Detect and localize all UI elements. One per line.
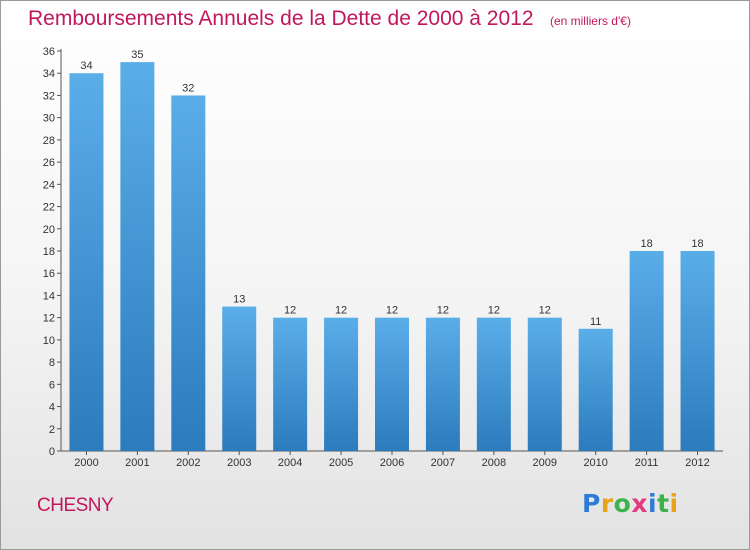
x-tick-label: 2004: [278, 457, 302, 469]
y-tick-label: 4: [49, 402, 55, 414]
y-tick-label: 6: [49, 379, 55, 391]
chart-unit: (en milliers d'€): [549, 14, 631, 28]
y-tick-label: 18: [43, 246, 55, 258]
bar-value-label: 12: [539, 305, 551, 317]
y-tick-label: 12: [43, 313, 55, 325]
logo-letter: x: [631, 489, 648, 518]
y-tick-label: 10: [43, 335, 55, 347]
x-tick-label: 2005: [329, 457, 353, 469]
bar-2008: [476, 317, 511, 451]
x-tick-label: 2011: [635, 457, 659, 469]
logo-letter: t: [657, 489, 670, 518]
proxiti-logo[interactable]: Proxiti: [582, 489, 679, 518]
y-tick-label: 36: [43, 46, 55, 58]
bar-value-label: 18: [640, 238, 652, 250]
y-tick-label: 2: [49, 424, 55, 436]
logo-letter: P: [582, 489, 601, 518]
bar-value-label: 18: [691, 238, 703, 250]
x-tick-label: 2012: [685, 457, 709, 469]
bar-2010: [578, 328, 613, 451]
y-tick-label: 20: [43, 224, 55, 236]
y-tick-label: 0: [49, 446, 55, 458]
y-tick-label: 16: [43, 268, 55, 280]
bar-2009: [527, 317, 562, 451]
bar-2011: [629, 251, 664, 451]
bar-2007: [425, 317, 460, 451]
x-tick-label: 2008: [482, 457, 506, 469]
chart-title-block: Remboursements Annuels de la Dette de 20…: [28, 7, 631, 31]
bar-2001: [120, 62, 155, 451]
bar-2006: [375, 317, 409, 451]
bar-value-label: 12: [335, 305, 347, 317]
bar-value-label: 12: [437, 305, 449, 317]
bar-value-label: 12: [386, 305, 398, 317]
bar-value-label: 35: [131, 49, 143, 61]
y-tick-label: 28: [43, 135, 55, 147]
bar-value-label: 32: [182, 82, 194, 94]
logo-letter: r: [600, 489, 614, 518]
bar-value-label: 12: [488, 305, 500, 317]
y-tick-label: 32: [43, 90, 55, 102]
y-tick-label: 30: [43, 113, 55, 125]
y-tick-label: 26: [43, 157, 55, 169]
bar-value-label: 13: [233, 294, 245, 306]
y-tick-label: 24: [43, 179, 55, 191]
bar-2012: [680, 251, 715, 451]
bar-2000: [69, 73, 104, 451]
bars-group: 34 35 32 13 12 12 12 12 12 12 11 18 18: [69, 49, 715, 451]
bar-2004: [273, 317, 308, 451]
x-tick-label: 2007: [431, 457, 455, 469]
x-tick-label: 2009: [533, 457, 557, 469]
x-tick-label: 2003: [227, 457, 251, 469]
bar-value-label: 11: [590, 316, 601, 328]
logo-letter: i: [648, 489, 658, 518]
y-tick-label: 22: [43, 202, 55, 214]
y-tick-label: 8: [49, 357, 55, 369]
y-tick-label: 14: [43, 290, 55, 302]
logo-letter: i: [669, 489, 679, 518]
x-tick-label: 2002: [176, 457, 200, 469]
x-tick-label: 2006: [380, 457, 404, 469]
x-tick-label: 2000: [74, 457, 98, 469]
x-tick-label: 2001: [125, 457, 149, 469]
bar-2002: [171, 95, 206, 451]
bar-2003: [222, 306, 257, 451]
commune-name: CHESNY: [37, 495, 114, 516]
chart-title: Remboursements Annuels de la Dette de 20…: [28, 7, 534, 30]
x-axis-labels: 2000 2001 2002 2003 2004 2005 2006 2007 2008 2009…: [74, 451, 710, 469]
bar-value-label: 34: [80, 60, 92, 72]
y-tick-label: 34: [43, 68, 55, 80]
logo-letter: o: [613, 489, 632, 518]
bar-value-label: 12: [284, 305, 296, 317]
x-tick-label: 2010: [583, 457, 607, 469]
bar-2005: [324, 317, 359, 451]
